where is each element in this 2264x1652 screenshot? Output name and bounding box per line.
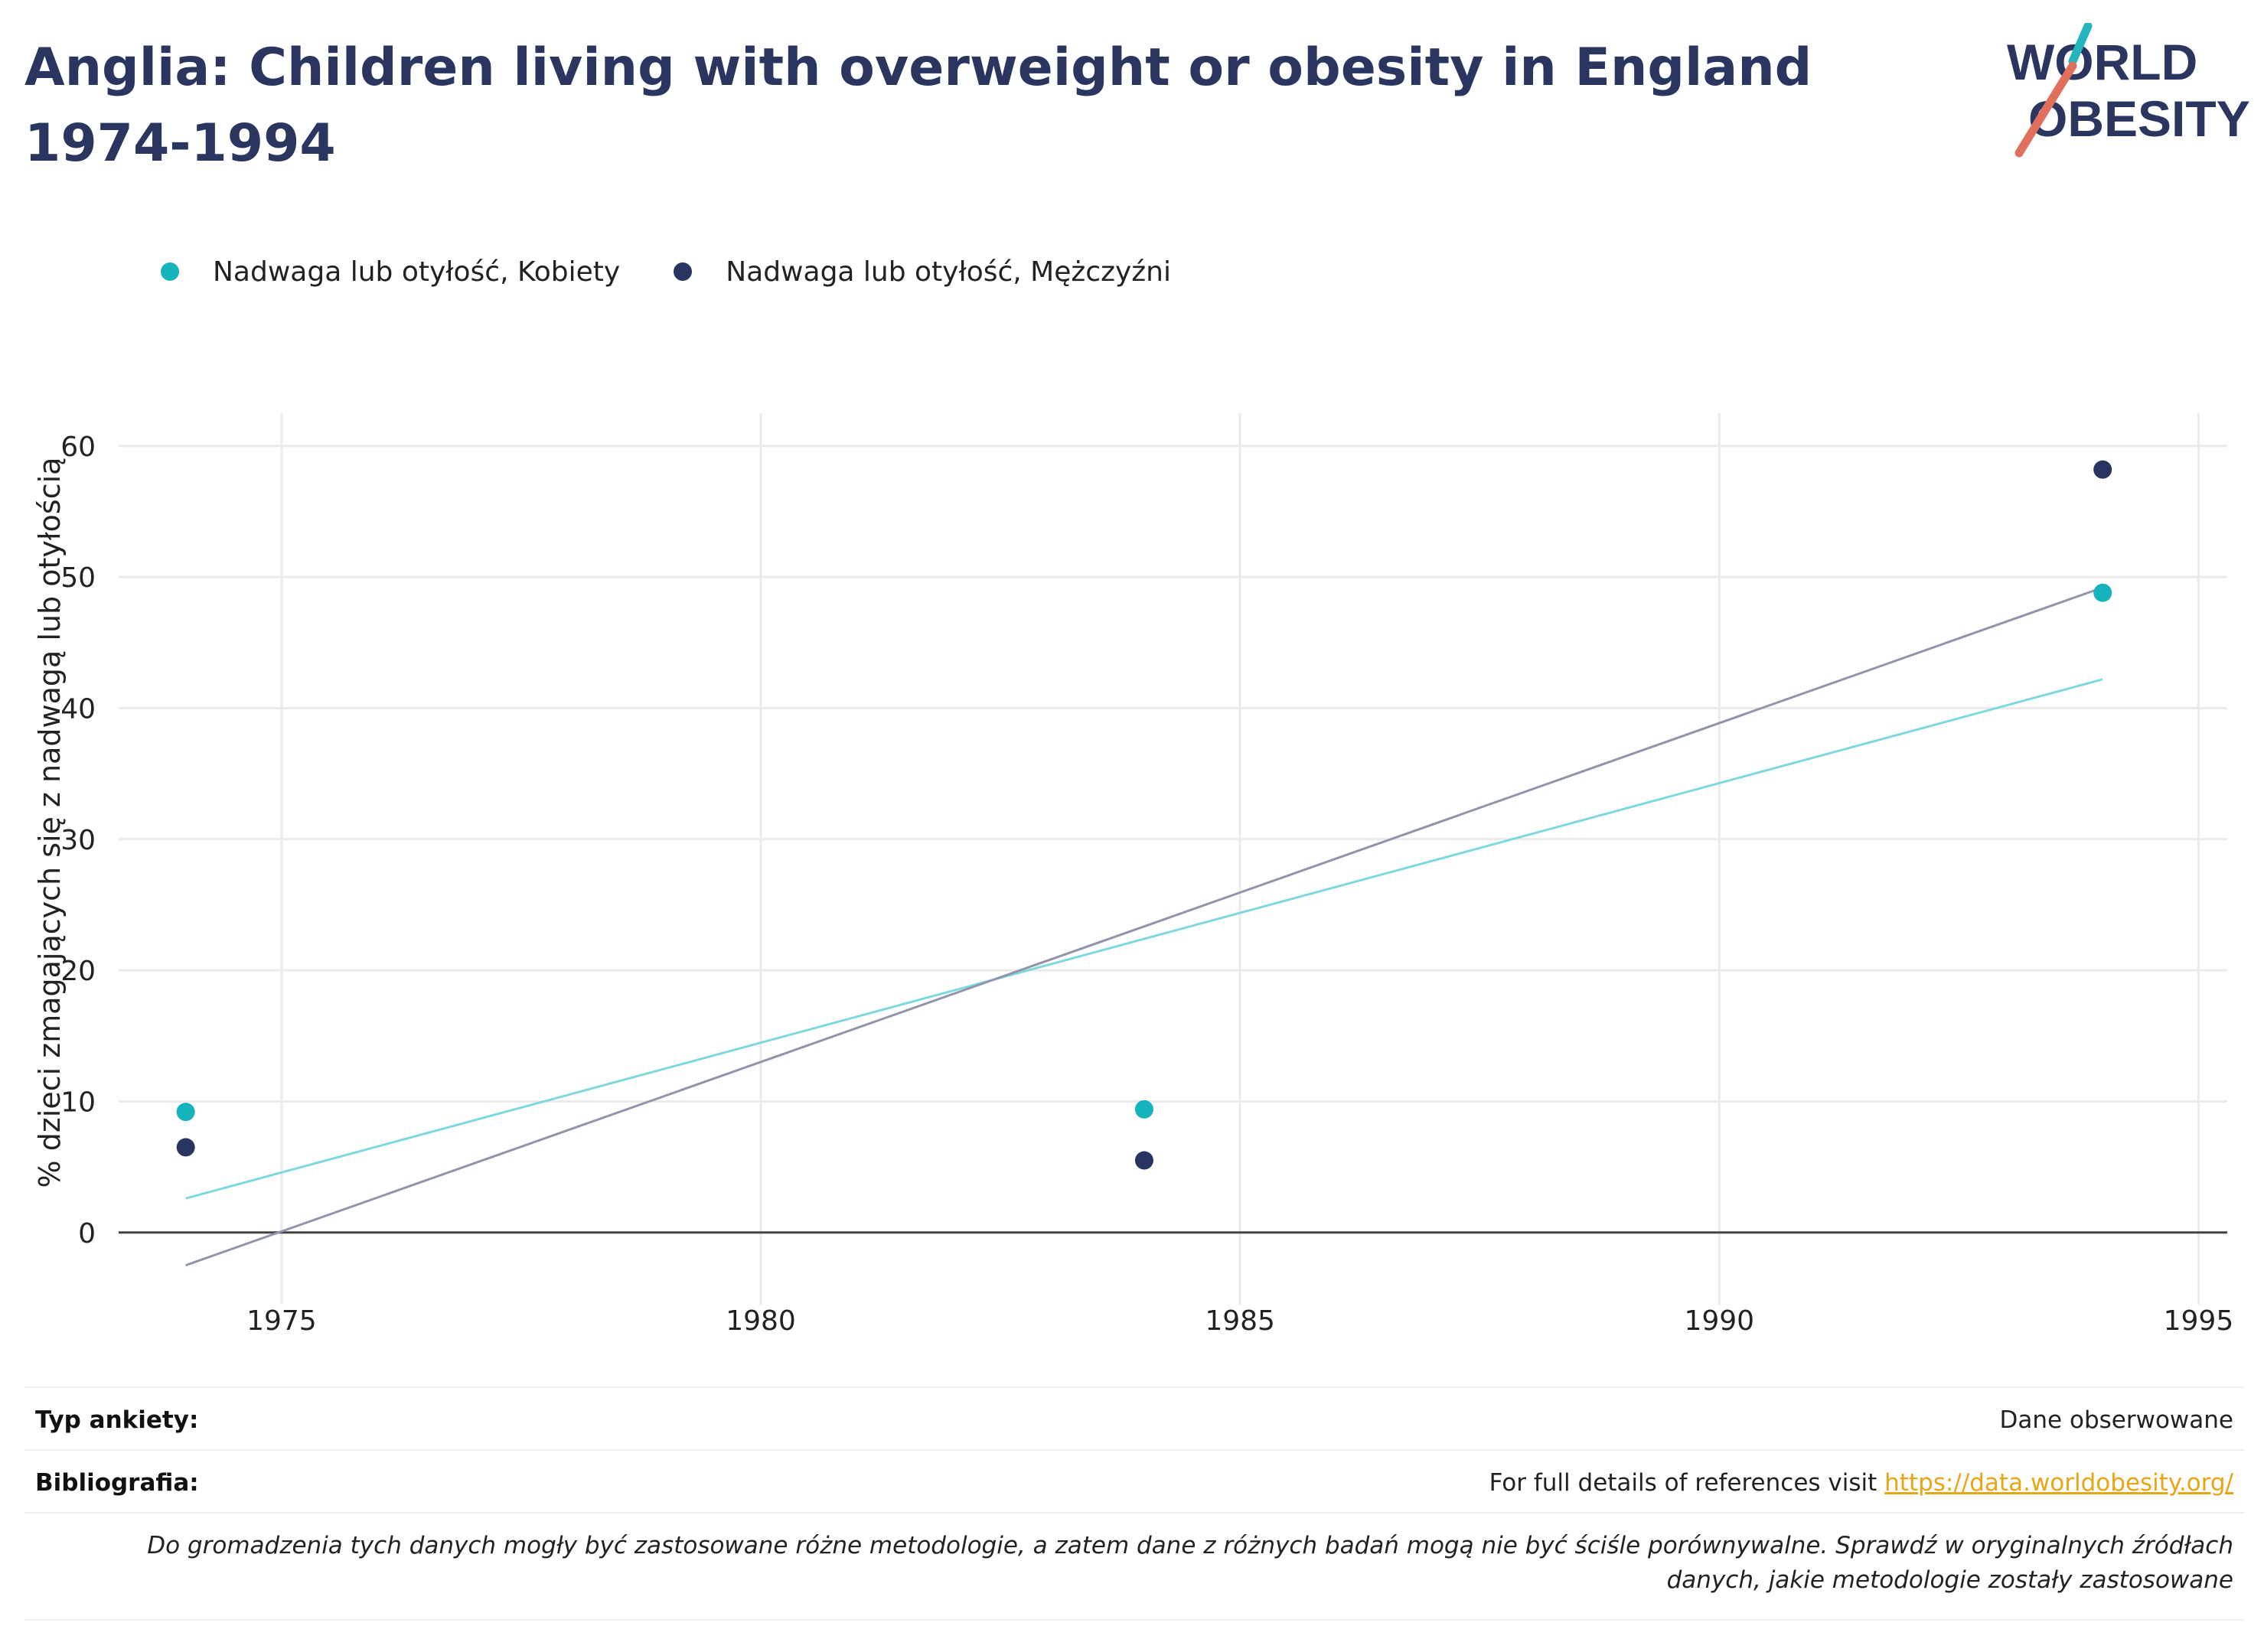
page-title: Anglia: Children living with overweight …: [24, 37, 1812, 174]
survey-type-value: Dane obserwowane: [1999, 1406, 2233, 1434]
y-tick-label: 40: [60, 693, 96, 725]
legend-marker-male: [674, 262, 693, 281]
svg-text:OBESITY: OBESITY: [2028, 90, 2250, 147]
legend-marker-female: [161, 262, 179, 281]
chart-legend: Nadwaga lub otyłość, Kobiety Nadwaga lub…: [161, 253, 1225, 291]
x-tick-label: 1985: [1205, 1305, 1275, 1337]
world-obesity-logo: WORLD OBESITY: [2007, 23, 2250, 158]
scatter-chart: 1975 1980 1985 1990 1995 0 10 20 30 40 50 60% dziec…: [33, 413, 2234, 1337]
legend-label-male: Nadwaga lub otyłość, Mężczyźni: [726, 256, 1171, 288]
x-tick-label: 1995: [2164, 1305, 2234, 1337]
bibliography-text: For full details of references visit: [1489, 1469, 1885, 1497]
x-tick-label: 1975: [246, 1305, 317, 1337]
legend-item-male[interactable]: Nadwaga lub otyłość, Mężczyźni: [674, 256, 1171, 288]
bibliography-link[interactable]: https://data.worldobesity.org/: [1884, 1469, 2233, 1497]
y-tick-label: 60: [60, 432, 96, 463]
bibliography-label: Bibliografia:: [35, 1469, 199, 1497]
survey-type-row: Typ ankiety: Dane obserwowane: [24, 1386, 2244, 1451]
disclaimer-row: Do gromadzenia tych danych mogły być zas…: [24, 1512, 2244, 1621]
legend-item-female[interactable]: Nadwaga lub otyłość, Kobiety: [161, 256, 620, 288]
data-point-series-1: [1134, 1151, 1153, 1170]
y-tick-label: 50: [60, 562, 96, 594]
data-point-series-0: [176, 1103, 195, 1122]
survey-type-label: Typ ankiety:: [35, 1406, 199, 1434]
y-tick-label: 20: [60, 956, 96, 987]
trend-line-series-0: [185, 678, 2103, 1200]
data-point-series-1: [2093, 460, 2112, 479]
y-axis-label: % dzieci zmagających się z nadwagą lub o…: [33, 458, 67, 1188]
y-tick-label: 30: [60, 825, 96, 856]
y-tick-label: 10: [60, 1087, 96, 1118]
methodology-disclaimer: Do gromadzenia tych danych mogły być zas…: [147, 1532, 2233, 1594]
x-tick-label: 1990: [1684, 1305, 1754, 1337]
bibliography-row: Bibliografia: For full details of refere…: [24, 1449, 2244, 1514]
legend-label-female: Nadwaga lub otyłość, Kobiety: [213, 256, 621, 288]
trend-line-series-1: [185, 586, 2103, 1267]
data-point-series-1: [176, 1138, 195, 1157]
bibliography-value: For full details of references visit htt…: [1489, 1469, 2233, 1497]
data-point-series-0: [1134, 1100, 1153, 1119]
x-tick-label: 1980: [726, 1305, 796, 1337]
svg-text:WORLD: WORLD: [2007, 34, 2197, 90]
y-tick-label: 0: [78, 1218, 96, 1250]
data-point-series-0: [2093, 583, 2112, 602]
